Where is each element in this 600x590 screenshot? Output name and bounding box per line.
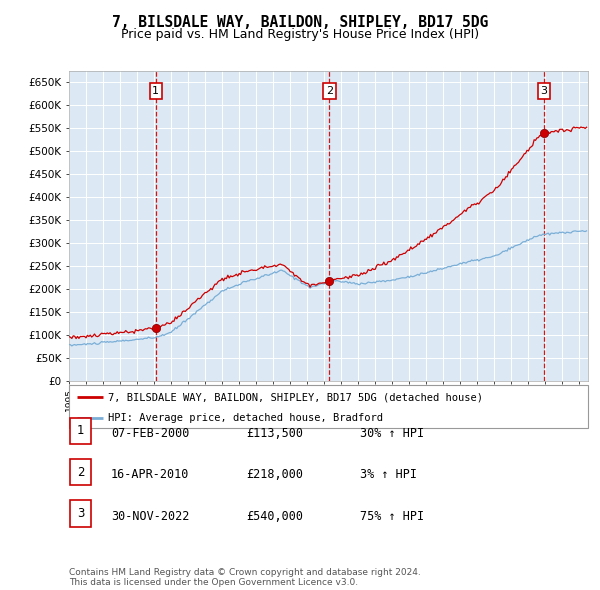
FancyBboxPatch shape xyxy=(70,459,91,486)
FancyBboxPatch shape xyxy=(70,500,91,527)
Text: 16-APR-2010: 16-APR-2010 xyxy=(111,468,190,481)
Text: 7, BILSDALE WAY, BAILDON, SHIPLEY, BD17 5DG: 7, BILSDALE WAY, BAILDON, SHIPLEY, BD17 … xyxy=(112,15,488,30)
Text: 1: 1 xyxy=(152,86,159,96)
FancyBboxPatch shape xyxy=(69,385,588,428)
Text: 75% ↑ HPI: 75% ↑ HPI xyxy=(360,510,424,523)
Text: HPI: Average price, detached house, Bradford: HPI: Average price, detached house, Brad… xyxy=(108,414,383,424)
Text: £218,000: £218,000 xyxy=(246,468,303,481)
Text: 07-FEB-2000: 07-FEB-2000 xyxy=(111,427,190,440)
Text: Contains HM Land Registry data © Crown copyright and database right 2024.
This d: Contains HM Land Registry data © Crown c… xyxy=(69,568,421,587)
Text: 1: 1 xyxy=(77,424,84,437)
Text: 3: 3 xyxy=(77,507,84,520)
Text: 2: 2 xyxy=(326,86,333,96)
Text: 2: 2 xyxy=(77,466,84,478)
Text: 30% ↑ HPI: 30% ↑ HPI xyxy=(360,427,424,440)
Text: 30-NOV-2022: 30-NOV-2022 xyxy=(111,510,190,523)
FancyBboxPatch shape xyxy=(70,418,91,444)
Text: £113,500: £113,500 xyxy=(246,427,303,440)
Text: 3% ↑ HPI: 3% ↑ HPI xyxy=(360,468,417,481)
Text: 7, BILSDALE WAY, BAILDON, SHIPLEY, BD17 5DG (detached house): 7, BILSDALE WAY, BAILDON, SHIPLEY, BD17 … xyxy=(108,392,483,402)
Text: £540,000: £540,000 xyxy=(246,510,303,523)
Text: 3: 3 xyxy=(541,86,548,96)
Text: Price paid vs. HM Land Registry's House Price Index (HPI): Price paid vs. HM Land Registry's House … xyxy=(121,28,479,41)
